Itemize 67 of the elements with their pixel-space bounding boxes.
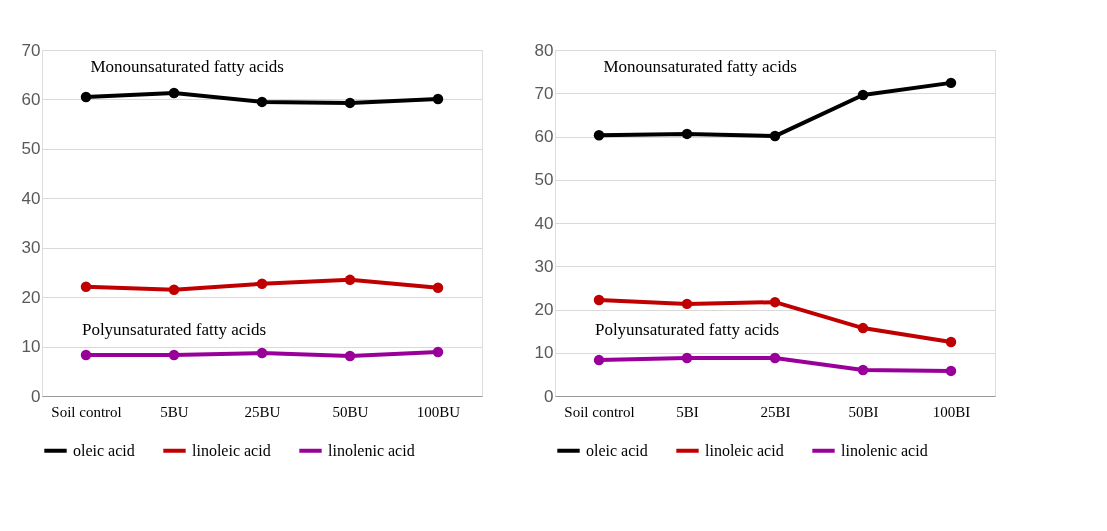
y-tick-label: 70 (21, 40, 41, 60)
point (769, 130, 781, 142)
x-tick-label: 5BI (676, 403, 699, 420)
point (80, 349, 92, 361)
point (432, 93, 444, 105)
point (344, 97, 356, 109)
point (256, 278, 268, 290)
x-tick-label: 100BU (416, 403, 461, 420)
annotation: Monounsaturated fatty acids (90, 57, 284, 77)
point (593, 294, 605, 306)
y-tick-label: 60 (534, 127, 554, 146)
y-tick-label: 20 (21, 287, 41, 307)
point (80, 281, 92, 292)
point (256, 347, 268, 359)
annotation: Polyunsaturated fatty acids (81, 320, 267, 340)
point (256, 96, 268, 108)
point (681, 298, 693, 310)
point (432, 282, 444, 293)
point (593, 129, 605, 141)
point (593, 354, 605, 366)
point (945, 365, 957, 377)
y-tick-label: 40 (534, 213, 554, 233)
x-tick-label: Soil control (564, 403, 635, 420)
point (857, 322, 869, 334)
legend-label: oleic acid (73, 441, 135, 459)
y-tick-label: 40 (21, 188, 41, 208)
x-tick-label: 50BI (848, 403, 879, 420)
y-tick-label: 0 (31, 386, 41, 406)
y-tick-label: 60 (21, 89, 41, 109)
y-tick-label: 10 (21, 337, 41, 357)
x-tick-label: 50BU (332, 403, 369, 420)
legend-label: linolenic acid (328, 441, 415, 459)
y-tick-label: 20 (534, 300, 554, 319)
point (344, 350, 356, 362)
point (857, 89, 869, 101)
x-tick-label: 25BI (760, 403, 791, 420)
y-tick-label: 80 (534, 40, 554, 60)
legend-label: linoleic acid (705, 441, 784, 459)
point (681, 352, 693, 364)
x-tick-label: Soil control (51, 403, 122, 420)
point (168, 87, 180, 99)
x-tick-label: 25BU (244, 403, 281, 420)
y-tick-label: 50 (534, 170, 554, 190)
point (168, 284, 180, 295)
point (769, 352, 781, 364)
y-tick-label: 50 (21, 139, 41, 159)
legend-label: oleic acid (586, 441, 648, 459)
point (344, 274, 356, 286)
point (168, 349, 180, 361)
legend-label: linoleic acid (192, 441, 271, 459)
point (432, 346, 444, 358)
point (681, 128, 693, 140)
point (80, 91, 92, 103)
y-tick-label: 30 (534, 256, 554, 276)
point (945, 77, 957, 89)
legend-label: linolenic acid (841, 441, 928, 459)
point (857, 364, 869, 376)
point (945, 336, 957, 348)
y-tick-label: 10 (534, 343, 554, 363)
y-tick-label: 70 (534, 83, 554, 103)
annotation: Monounsaturated fatty acids (603, 57, 797, 77)
x-tick-label: 100BI (932, 403, 971, 420)
y-tick-label: 30 (21, 238, 41, 258)
point (769, 296, 781, 308)
x-tick-label: 5BU (160, 403, 189, 420)
y-tick-label: 0 (544, 386, 554, 406)
annotation: Polyunsaturated fatty acids (594, 320, 780, 340)
